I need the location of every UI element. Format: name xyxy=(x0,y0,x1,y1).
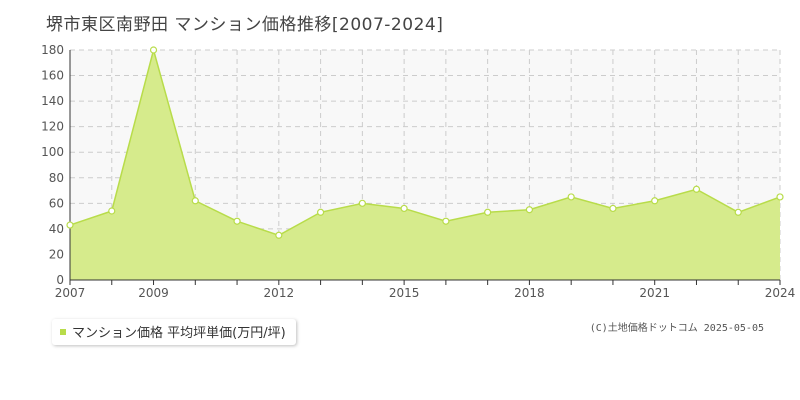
y-tick-label-160: 160 xyxy=(41,69,64,83)
y-tick-label-20: 20 xyxy=(49,247,64,261)
legend-swatch xyxy=(60,328,66,335)
series-area-fill xyxy=(70,50,780,280)
data-point-2019 xyxy=(567,193,575,201)
data-point-2017 xyxy=(484,208,492,216)
legend-label: マンション価格 平均坪単価(万円/坪) xyxy=(72,326,286,341)
x-tick-labels: 2007 2009 2012 2015 2018 2021 2024 xyxy=(55,286,796,300)
x-tick-label-2021: 2021 xyxy=(639,286,670,300)
data-point-2008 xyxy=(108,207,116,215)
chart-title: 堺市東区南野田 マンション価格推移[2007-2024] xyxy=(46,15,444,35)
credit-text: (C)土地価格ドットコム 2025-05-05 xyxy=(589,323,764,334)
data-point-2007 xyxy=(66,221,74,229)
data-point-2023 xyxy=(734,208,742,216)
x-tick-label-2009: 2009 xyxy=(138,286,169,300)
data-point-2012 xyxy=(275,231,283,239)
data-point-2018 xyxy=(525,206,534,214)
data-point-2022 xyxy=(692,185,701,193)
data-point-2020 xyxy=(609,204,617,213)
y-tick-labels: 0 20 40 60 80 100 120 140 160 180 xyxy=(41,43,64,287)
y-tick-label-140: 140 xyxy=(41,94,64,108)
data-point-2024 xyxy=(776,193,784,201)
series-line xyxy=(69,47,781,237)
data-point-2021 xyxy=(651,197,659,205)
y-tick-label-100: 100 xyxy=(41,145,64,159)
data-point-2009 xyxy=(149,46,158,54)
x-tick-label-2015: 2015 xyxy=(389,286,420,300)
data-point-2013 xyxy=(316,208,325,216)
x-tick-label-2012: 2012 xyxy=(264,286,295,300)
y-tick-label-0: 0 xyxy=(56,273,64,287)
data-point-2010 xyxy=(191,197,199,205)
data-point-2015 xyxy=(400,204,408,213)
data-markers xyxy=(66,46,784,239)
data-point-2011 xyxy=(233,217,241,225)
y-tick-label-180: 180 xyxy=(41,43,64,57)
y-tick-label-80: 80 xyxy=(49,171,64,185)
legend: マンション価格 平均坪単価(万円/坪) xyxy=(52,319,296,345)
y-tick-label-60: 60 xyxy=(49,196,64,210)
series-area xyxy=(69,47,781,280)
data-point-2014 xyxy=(358,199,366,207)
y-tick-label-40: 40 xyxy=(49,222,64,236)
x-tick-label-2007: 2007 xyxy=(55,286,86,300)
axes xyxy=(69,50,781,285)
y-tick-label-120: 120 xyxy=(41,120,64,134)
x-tick-label-2024: 2024 xyxy=(765,286,796,300)
x-tick-label-2018: 2018 xyxy=(514,286,545,300)
data-point-2016 xyxy=(442,217,450,225)
